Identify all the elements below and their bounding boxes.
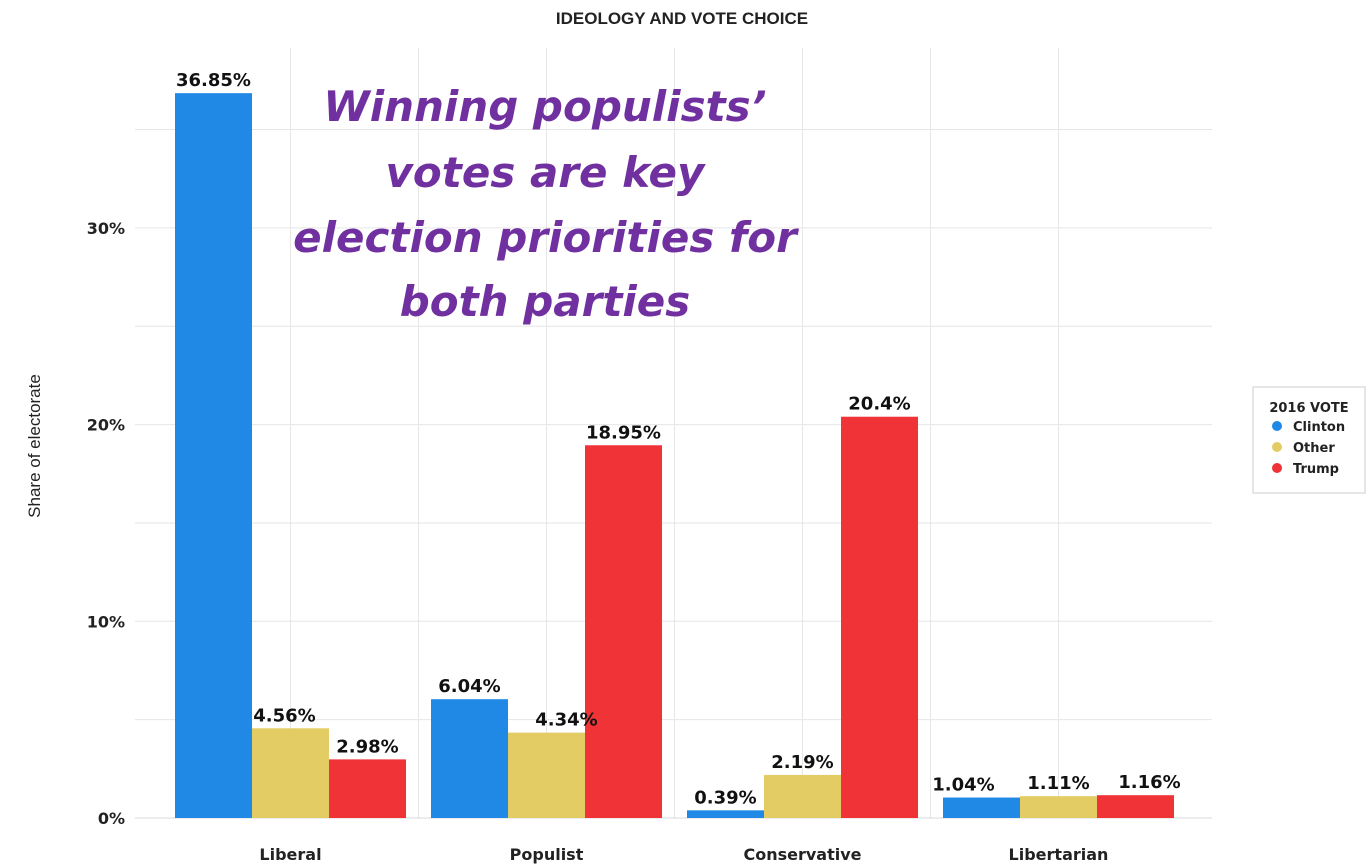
- category-labels: Liberal Populist Conservative Libertarian: [259, 845, 1108, 864]
- y-axis-label: Share of electorate: [25, 374, 44, 518]
- data-label: 4.56%: [253, 705, 315, 726]
- data-label: 1.16%: [1118, 772, 1180, 793]
- bar-clinton: [431, 699, 508, 818]
- bar-trump: [1097, 795, 1174, 818]
- y-tick-label: 30%: [87, 219, 125, 238]
- data-label: 2.19%: [771, 752, 833, 773]
- bar-other: [764, 775, 841, 818]
- y-tick-label: 10%: [87, 612, 125, 631]
- category-label: Conservative: [743, 845, 861, 864]
- data-label: 36.85%: [176, 70, 251, 91]
- bar-other: [508, 733, 585, 818]
- bar-clinton: [943, 798, 1020, 818]
- bar-trump: [585, 445, 662, 818]
- bar-clinton: [687, 810, 764, 818]
- category-label: Liberal: [259, 845, 321, 864]
- bar-trump: [329, 759, 406, 818]
- data-label: 2.98%: [336, 736, 398, 757]
- data-label: 18.95%: [586, 422, 661, 443]
- data-label: 20.4%: [848, 394, 910, 415]
- legend-swatch-trump: [1272, 463, 1282, 473]
- category-label: Libertarian: [1009, 845, 1109, 864]
- data-label: 6.04%: [438, 676, 500, 697]
- category-label: Populist: [510, 845, 584, 864]
- bar-trump: [841, 417, 918, 818]
- y-axis-ticks: 0% 10% 20% 30%: [87, 219, 125, 828]
- annotation-line: votes are key: [386, 148, 706, 197]
- chart-title: IDEOLOGY AND VOTE CHOICE: [556, 9, 808, 28]
- legend-label-clinton: Clinton: [1293, 420, 1345, 435]
- legend-title: 2016 VOTE: [1269, 401, 1348, 416]
- annotation-line: Winning populists’: [323, 82, 766, 131]
- annotation-line: election priorities for: [293, 213, 799, 262]
- annotation-line: both parties: [400, 277, 691, 326]
- legend-swatch-other: [1272, 442, 1282, 452]
- data-label: 1.04%: [932, 775, 994, 796]
- data-label: 4.34%: [535, 710, 597, 731]
- bar-other: [252, 728, 329, 818]
- bar-clinton: [175, 93, 252, 818]
- legend-swatch-clinton: [1272, 421, 1282, 431]
- legend-label-other: Other: [1293, 441, 1335, 456]
- legend: 2016 VOTE Clinton Other Trump: [1253, 387, 1365, 493]
- legend-label-trump: Trump: [1293, 462, 1339, 477]
- data-label: 0.39%: [694, 787, 756, 808]
- y-tick-label: 20%: [87, 416, 125, 435]
- bar-other: [1020, 796, 1097, 818]
- data-label: 1.11%: [1027, 773, 1089, 794]
- y-tick-label: 0%: [98, 809, 125, 828]
